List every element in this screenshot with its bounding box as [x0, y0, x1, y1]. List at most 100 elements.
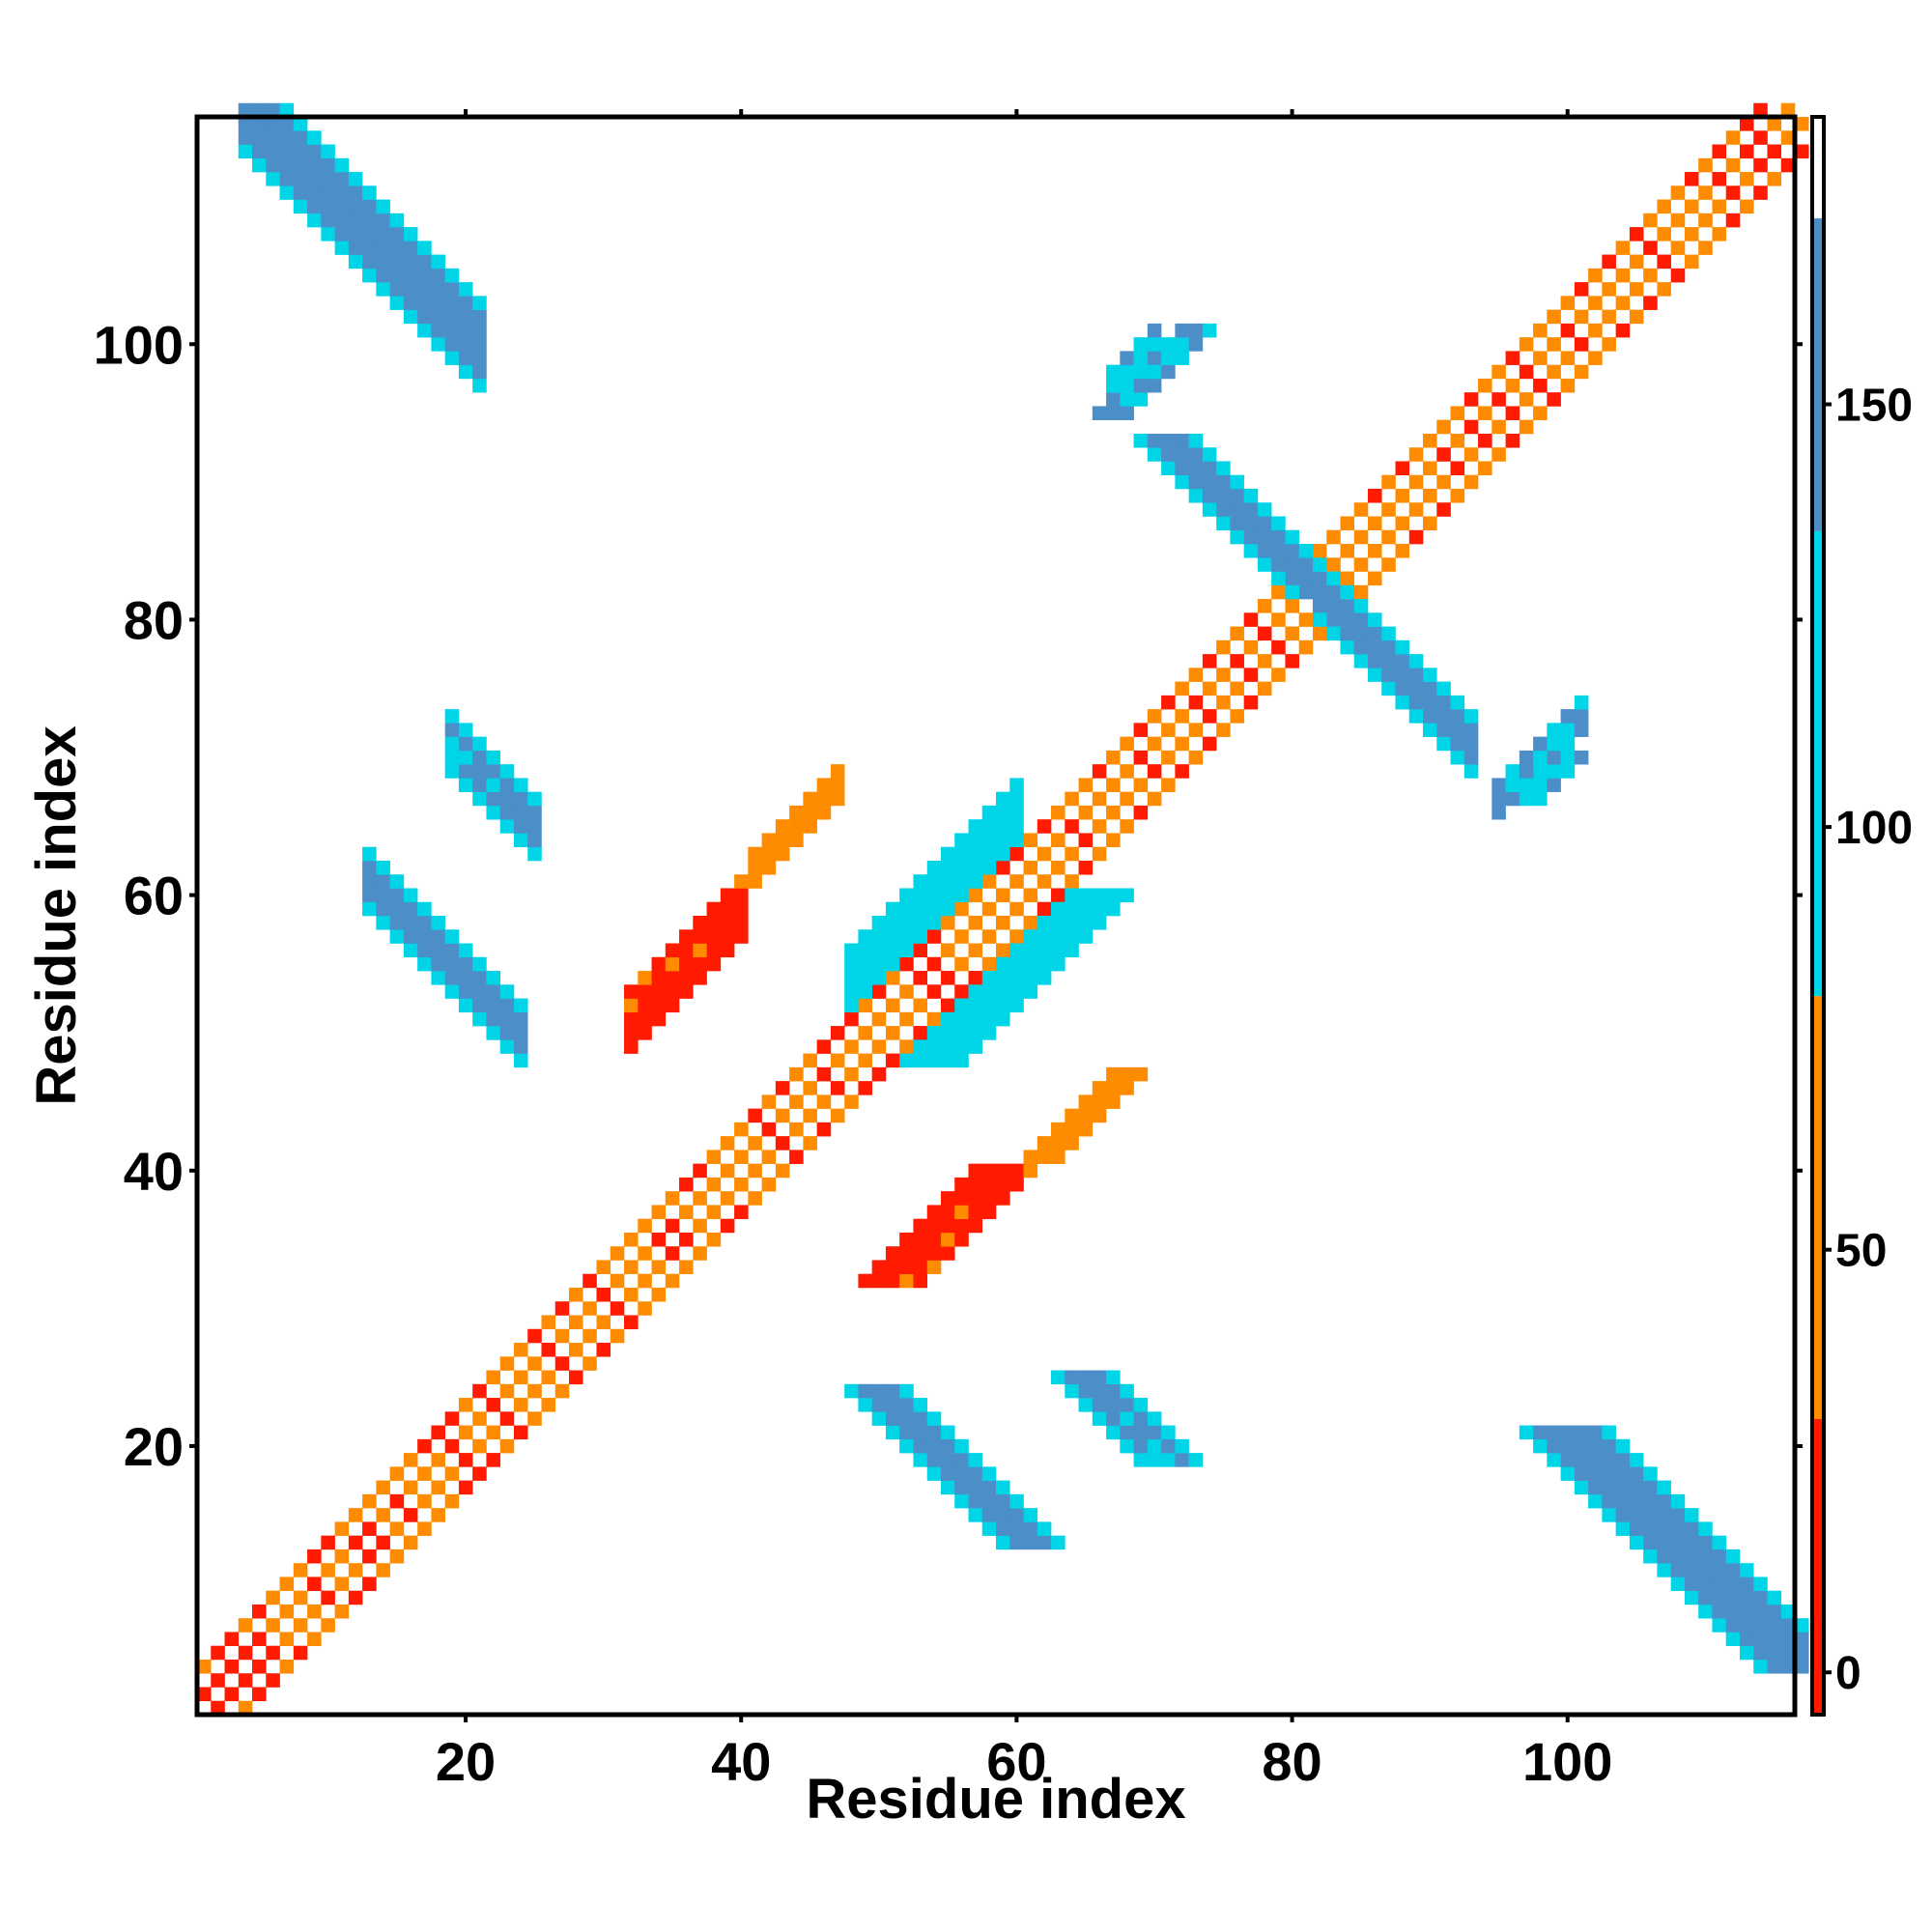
heatmap-cell	[913, 916, 928, 930]
heatmap-cell	[417, 282, 432, 297]
heatmap-cell	[1092, 791, 1107, 807]
heatmap-cell	[293, 1645, 308, 1661]
heatmap-cell	[513, 1053, 528, 1068]
heatmap-cell	[981, 1521, 997, 1536]
heatmap-cell	[624, 1287, 639, 1302]
heatmap-cell	[1133, 1438, 1149, 1454]
heatmap-cell	[444, 943, 460, 958]
heatmap-cell	[720, 929, 735, 944]
heatmap-cell	[638, 998, 652, 1013]
heatmap-cell	[211, 1700, 225, 1716]
heatmap-cell	[858, 998, 872, 1013]
heatmap-cell	[1533, 323, 1548, 338]
heatmap-cell	[996, 1480, 1010, 1495]
heatmap-cell	[1712, 1548, 1727, 1564]
heatmap-cell	[624, 984, 639, 999]
heatmap-cell	[197, 1687, 212, 1702]
heatmap-cell	[1574, 695, 1589, 710]
heatmap-cell	[775, 1108, 790, 1123]
heatmap-cell	[1037, 916, 1052, 930]
heatmap-cell	[376, 860, 390, 875]
heatmap-cell	[568, 1287, 583, 1302]
heatmap-cell	[1795, 1645, 1809, 1661]
heatmap-cell	[1147, 764, 1162, 779]
heatmap-cell	[1188, 447, 1204, 462]
heatmap-cell	[1629, 1508, 1644, 1522]
heatmap-cell	[1340, 626, 1355, 641]
colorbar-band	[1812, 1418, 1824, 1715]
heatmap-cell	[871, 1260, 887, 1275]
heatmap-cell	[1602, 282, 1616, 297]
heatmap-cell	[1188, 433, 1204, 448]
heatmap-cell	[679, 956, 694, 972]
heatmap-cell	[1602, 1508, 1616, 1522]
heatmap-cell	[1230, 516, 1244, 531]
heatmap-cell	[1588, 1453, 1603, 1467]
heatmap-cell	[1519, 778, 1534, 792]
heatmap-cell	[1574, 1453, 1589, 1467]
heatmap-cell	[1326, 626, 1341, 641]
heatmap-cell	[376, 254, 390, 270]
heatmap-cell	[444, 956, 460, 972]
heatmap-cell	[761, 1122, 777, 1137]
heatmap-cell	[1353, 557, 1369, 572]
heatmap-cell	[803, 791, 817, 807]
heatmap-cell	[582, 1301, 597, 1316]
heatmap-cell	[1739, 144, 1754, 159]
heatmap-cell	[858, 929, 872, 944]
heatmap-cell	[1657, 1521, 1671, 1536]
heatmap-cell	[720, 901, 735, 917]
heatmap-cell	[913, 1039, 928, 1054]
heatmap-cell	[444, 268, 460, 283]
heatmap-cell	[899, 888, 914, 903]
heatmap-cell	[1670, 268, 1686, 283]
heatmap-cell	[554, 1356, 570, 1371]
heatmap-cell	[1408, 502, 1424, 517]
heatmap-cell	[458, 1453, 473, 1467]
heatmap-cell	[1450, 709, 1465, 724]
colorbar-band	[1812, 996, 1824, 1419]
heatmap-cell	[279, 130, 295, 145]
heatmap-cell	[1560, 323, 1576, 338]
heatmap-cell	[458, 723, 473, 737]
heatmap-cell	[1615, 296, 1631, 310]
x-tick-label: 20	[436, 1731, 496, 1792]
heatmap-cell	[417, 901, 432, 917]
heatmap-cell	[1423, 488, 1437, 503]
heatmap-cell	[1065, 874, 1079, 889]
heatmap-cell	[1326, 529, 1341, 545]
heatmap-cell	[858, 971, 872, 985]
heatmap-cell	[968, 1191, 983, 1206]
heatmap-cell	[1230, 709, 1244, 724]
heatmap-cell	[431, 282, 445, 297]
heatmap-cell	[968, 1493, 983, 1509]
heatmap-cell	[1161, 447, 1176, 462]
heatmap-cell	[499, 791, 515, 807]
heatmap-cell	[1767, 1645, 1782, 1661]
heatmap-cell	[679, 1205, 694, 1219]
heatmap-cell	[1602, 337, 1616, 352]
heatmap-cell	[1519, 337, 1534, 352]
heatmap-cell	[1243, 695, 1259, 710]
heatmap-cell	[968, 1011, 983, 1027]
heatmap-cell	[472, 337, 487, 352]
heatmap-cell	[376, 1563, 390, 1577]
heatmap-cell	[321, 144, 335, 159]
heatmap-cell	[1065, 888, 1079, 903]
heatmap-cell	[252, 1604, 267, 1619]
heatmap-cell	[348, 185, 363, 200]
heatmap-cell	[1753, 157, 1768, 173]
heatmap-cell	[307, 130, 322, 145]
heatmap-cell	[1560, 378, 1576, 393]
heatmap-cell	[899, 1260, 914, 1275]
heatmap-cell	[1147, 1453, 1162, 1467]
heatmap-cell	[1436, 736, 1451, 752]
heatmap-cell	[1712, 227, 1727, 242]
heatmap-cell	[417, 241, 432, 255]
heatmap-cell	[403, 254, 418, 270]
heatmap-cell	[486, 1370, 500, 1385]
heatmap-cell	[940, 846, 955, 862]
heatmap-cell	[734, 916, 749, 930]
heatmap-cell	[899, 1425, 914, 1440]
heatmap-cell	[1147, 1438, 1162, 1454]
